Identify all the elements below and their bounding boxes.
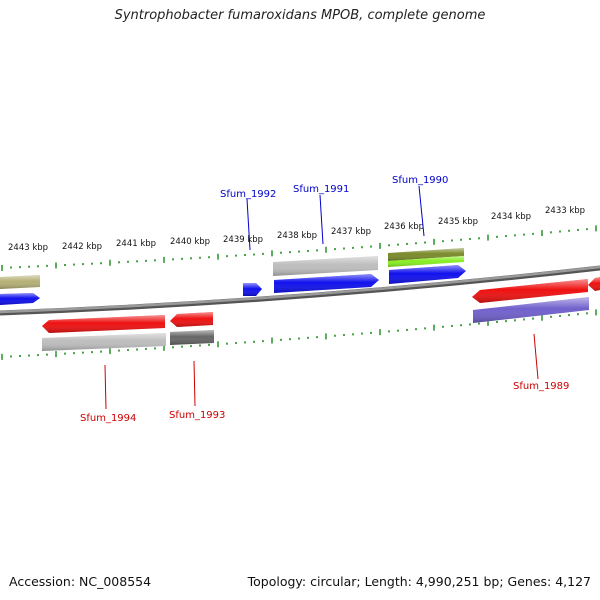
leader-sfum-1991 (319, 194, 324, 245)
upper-tick-rail (1, 225, 597, 271)
tick-label-2435: 2435 kbp (438, 217, 478, 227)
leader-sfum-1993 (193, 360, 196, 407)
gene-label-sfum-1993[interactable]: Sfum_1993 (169, 410, 225, 421)
leader-sfum-1990 (418, 185, 425, 237)
accession-text: Accession: NC_008554 (9, 574, 152, 589)
leader-sfum-1992 (246, 198, 251, 251)
feature-sfum-1993-homolog[interactable] (170, 330, 214, 345)
gene-label-sfum-1989[interactable]: Sfum_1989 (513, 381, 569, 392)
leader-sfum-1989 (533, 333, 539, 380)
topology-text: Topology: circular; Length: 4,990,251 bp… (247, 574, 591, 589)
feature-sfum-1989-arrow[interactable] (472, 279, 588, 303)
tick-label-2442: 2442 kbp (62, 242, 102, 252)
tick-labels: 2443 kbp 2442 kbp 2441 kbp 2440 kbp 2439… (8, 206, 585, 253)
gene-label-sfum-1994[interactable]: Sfum_1994 (80, 413, 136, 424)
tick-label-2434: 2434 kbp (491, 212, 531, 222)
feature-red-right[interactable] (588, 277, 600, 291)
tick-label-2438: 2438 kbp (277, 231, 317, 241)
leader-lines (104, 185, 539, 410)
feature-blue-left[interactable] (0, 293, 40, 305)
feature-sfum-1994-arrow[interactable] (42, 315, 165, 333)
feature-sfum-1990-olive[interactable] (388, 248, 464, 261)
feature-sfum-1992-arrow[interactable] (243, 283, 262, 296)
feature-sfum-1991-homolog[interactable] (273, 256, 378, 276)
lower-tick-rail (1, 309, 597, 360)
feature-sfum-1990-green[interactable] (388, 256, 464, 267)
tick-label-2441: 2441 kbp (116, 239, 156, 249)
gene-labels: Sfum_1992 Sfum_1991 Sfum_1990 Sfum_1994 … (80, 175, 569, 424)
tick-label-2443: 2443 kbp (8, 243, 48, 253)
tick-label-2433: 2433 kbp (545, 206, 585, 216)
feature-sfum-1991-arrow[interactable] (274, 274, 379, 293)
feature-sfum-1989-homolog[interactable] (473, 297, 589, 323)
tick-label-2439: 2439 kbp (223, 235, 263, 245)
tick-label-2437: 2437 kbp (331, 227, 371, 237)
leader-sfum-1994 (104, 364, 107, 410)
tick-label-2440: 2440 kbp (170, 237, 210, 247)
tick-label-2436: 2436 kbp (384, 222, 424, 232)
feature-sfum-1990-arrow[interactable] (389, 265, 466, 284)
genome-title: Syntrophobacter fumaroxidans MPOB, compl… (114, 8, 486, 23)
gene-label-sfum-1992[interactable]: Sfum_1992 (220, 189, 276, 200)
gene-label-sfum-1991[interactable]: Sfum_1991 (293, 184, 349, 195)
feature-sfum-1993-arrow[interactable] (170, 312, 213, 327)
feature-olive-left[interactable] (0, 275, 40, 289)
feature-sfum-1994-homolog[interactable] (42, 333, 166, 351)
genome-backbone (0, 265, 600, 316)
gene-label-sfum-1990[interactable]: Sfum_1990 (392, 175, 448, 186)
